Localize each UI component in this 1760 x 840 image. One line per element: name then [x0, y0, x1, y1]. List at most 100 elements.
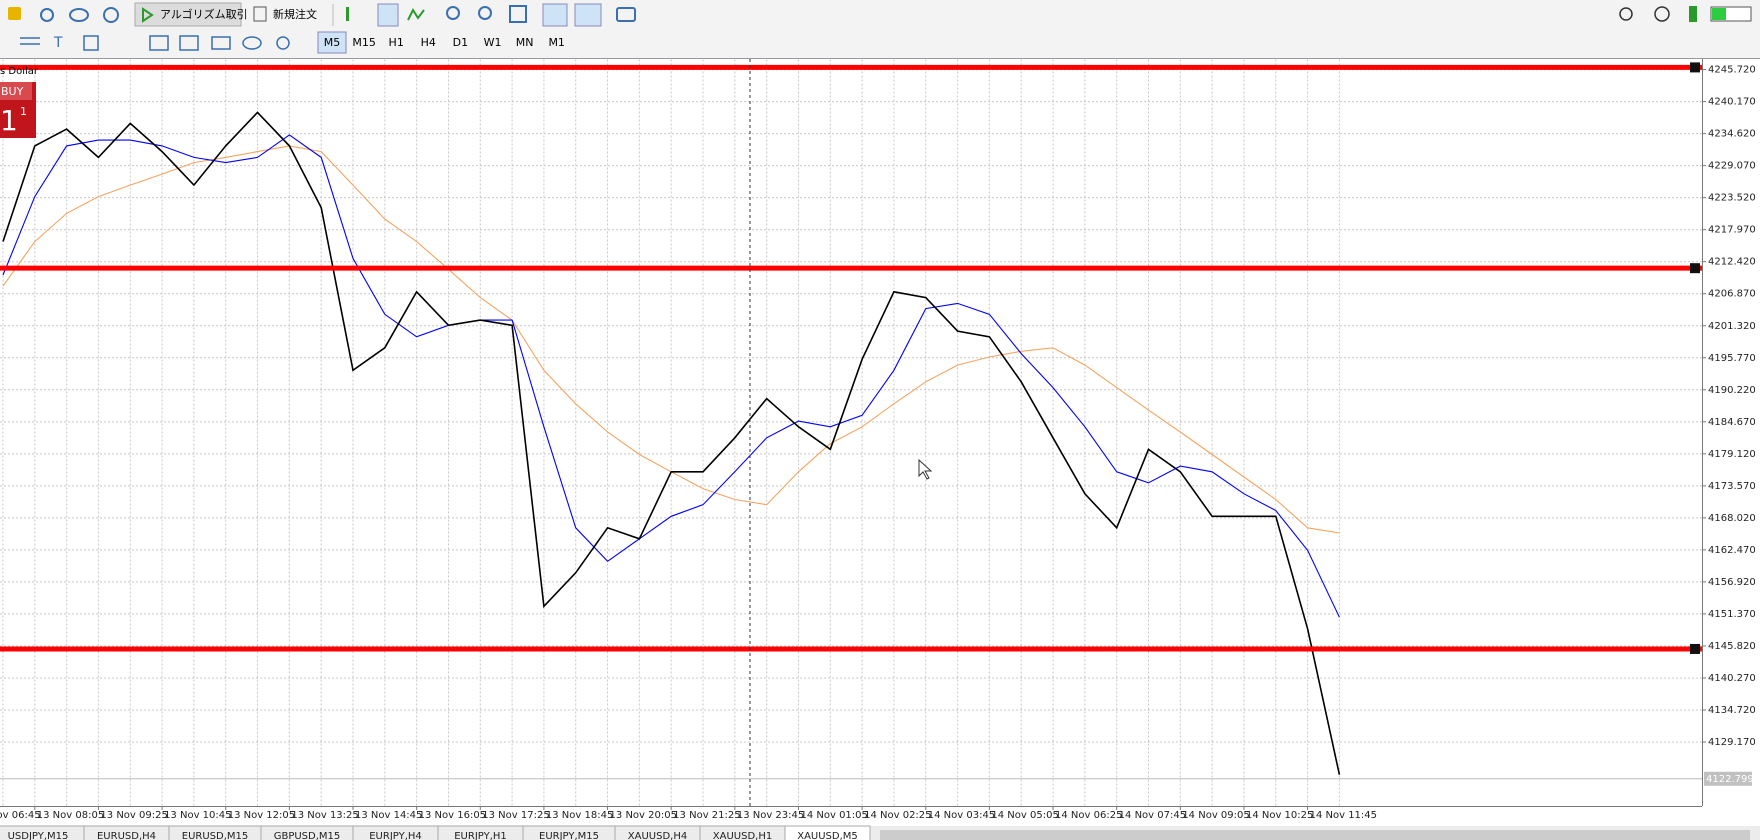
- signal-icon[interactable]: [40, 8, 54, 22]
- y-tick-label: 4240.170: [1708, 97, 1756, 108]
- buy-label[interactable]: BUY: [1, 85, 24, 98]
- plot: [0, 59, 1702, 806]
- timeframe-button[interactable]: D1: [453, 36, 468, 49]
- battery-level: [1712, 8, 1726, 20]
- scrollbar[interactable]: [880, 830, 1750, 840]
- y-tick-label: 4212.420: [1708, 257, 1756, 268]
- y-tick-label: 4223.520: [1708, 193, 1756, 204]
- buy-price-sup[interactable]: 1: [20, 105, 27, 118]
- y-tick-label: 4195.770: [1708, 353, 1756, 364]
- x-tick-label: 13 Nov 17:25: [482, 810, 549, 821]
- x-tick-label: 14 Nov 07:45: [1119, 810, 1186, 821]
- zoom-in-icon[interactable]: [446, 6, 460, 20]
- tab-label[interactable]: EURJPY,M15: [539, 831, 599, 840]
- vps-icon[interactable]: [103, 7, 119, 23]
- timeframe-button[interactable]: W1: [484, 36, 502, 49]
- autoscroll-icon[interactable]: [542, 3, 568, 27]
- y-tick-label: 4162.470: [1708, 545, 1756, 556]
- tile-icon[interactable]: [509, 5, 527, 23]
- bar-chart-icon[interactable]: [346, 7, 349, 21]
- fib-tool[interactable]: [149, 35, 169, 51]
- play-icon: [142, 7, 154, 23]
- line-icon[interactable]: [407, 7, 425, 21]
- zoom-out-icon[interactable]: [478, 6, 492, 20]
- tab-label[interactable]: EURUSD,M15: [182, 831, 248, 840]
- bid-box: [1704, 771, 1752, 786]
- y-tick-label: 4168.020: [1708, 513, 1756, 524]
- y-tick-label: 4245.720: [1708, 65, 1756, 76]
- x-tick-label: 14 Nov 02:25: [864, 810, 931, 821]
- order-button-label[interactable]: 新規注文: [273, 7, 317, 21]
- timeframe-button[interactable]: M15: [352, 36, 376, 49]
- tab-label[interactable]: XAUUSD,H4: [628, 831, 687, 840]
- timeframe-button[interactable]: M1: [548, 36, 565, 49]
- y-tick-label: 4140.270: [1708, 673, 1756, 684]
- bid-label: 4122.799: [1706, 774, 1754, 785]
- account-icon[interactable]: [1654, 6, 1670, 22]
- x-tick-label: 13 Nov 06:45: [0, 810, 41, 821]
- x-tick-label: 13 Nov 14:45: [355, 810, 422, 821]
- tab-active[interactable]: [784, 825, 871, 840]
- timeframe-button[interactable]: M5: [324, 36, 341, 49]
- price-line: [2, 111, 1341, 775]
- level-handle[interactable]: [1690, 263, 1700, 274]
- tab-label[interactable]: EURJPY,H4: [369, 831, 422, 840]
- tab-label[interactable]: USDJPY,M15: [8, 831, 69, 840]
- y-tick-label: 4184.670: [1708, 417, 1756, 428]
- x-tick-label: 14 Nov 11:45: [1310, 810, 1377, 821]
- y-tick-label: 4229.070: [1708, 161, 1756, 172]
- search-icon[interactable]: [1619, 7, 1633, 21]
- x-tick-label: 13 Nov 20:05: [610, 810, 677, 821]
- x-tick-label: 14 Nov 03:45: [928, 810, 995, 821]
- x-tick-label: 13 Nov 21:25: [673, 810, 740, 821]
- mouse-cursor: [918, 458, 933, 480]
- timeframe-button[interactable]: H4: [421, 36, 436, 49]
- buy-price[interactable]: 1: [0, 104, 18, 137]
- toolbar-bg: [0, 0, 1760, 58]
- y-tick-label: 4217.970: [1708, 225, 1756, 236]
- objects-tool[interactable]: [276, 36, 290, 50]
- y-tick-label: 4173.570: [1708, 481, 1756, 492]
- tab-label[interactable]: GBPUSD,M15: [274, 831, 341, 840]
- x-tick-label: 14 Nov 05:05: [991, 810, 1058, 821]
- timeframe-active: [317, 31, 347, 54]
- screenshot-icon[interactable]: [616, 7, 636, 22]
- x-tick-label: 13 Nov 08:05: [37, 810, 104, 821]
- signal-strength: [1689, 6, 1697, 22]
- order-icon: [253, 6, 267, 22]
- y-tick-label: 4234.620: [1708, 129, 1756, 140]
- x-tick-label: 13 Nov 18:45: [546, 810, 613, 821]
- cloud-icon[interactable]: [69, 8, 89, 22]
- algo-button[interactable]: [134, 2, 242, 27]
- tab-label[interactable]: XAUUSD,M5: [797, 831, 858, 840]
- level-handle[interactable]: [1690, 643, 1700, 654]
- timeframe-button[interactable]: MN: [516, 36, 534, 49]
- y-tick-label: 4190.220: [1708, 385, 1756, 396]
- shift-icon[interactable]: [574, 3, 602, 27]
- tab-label[interactable]: XAUUSD,H1: [713, 831, 772, 840]
- x-tick-label: 13 Nov 09:25: [100, 810, 167, 821]
- shape-tool[interactable]: [242, 36, 262, 50]
- y-tick-label: 4201.320: [1708, 321, 1756, 332]
- text-tool[interactable]: T: [53, 35, 63, 51]
- algo-button-label[interactable]: アルゴリズム取引: [160, 7, 248, 21]
- moving-average: [2, 134, 1340, 618]
- x-tick-label: 14 Nov 09:05: [1182, 810, 1249, 821]
- x-tick-label: 14 Nov 10:25: [1246, 810, 1313, 821]
- ok-tool[interactable]: [211, 36, 231, 50]
- rect-tool[interactable]: [83, 35, 99, 51]
- lock-icon[interactable]: [8, 7, 21, 20]
- candle-icon[interactable]: [377, 3, 399, 27]
- tab-label[interactable]: EURJPY,H1: [454, 831, 507, 840]
- timeframe-button[interactable]: H1: [389, 36, 404, 49]
- level-handle[interactable]: [1690, 62, 1700, 73]
- indicator-tool[interactable]: [179, 35, 199, 51]
- x-tick-label: 13 Nov 16:05: [419, 810, 486, 821]
- y-tick-label: 4145.820: [1708, 641, 1756, 652]
- x-tick-label: 14 Nov 06:25: [1055, 810, 1122, 821]
- buy-panel-header[interactable]: [0, 82, 32, 100]
- x-tick-label: 13 Nov 23:45: [737, 810, 804, 821]
- tab-label[interactable]: EURUSD,H4: [97, 831, 156, 840]
